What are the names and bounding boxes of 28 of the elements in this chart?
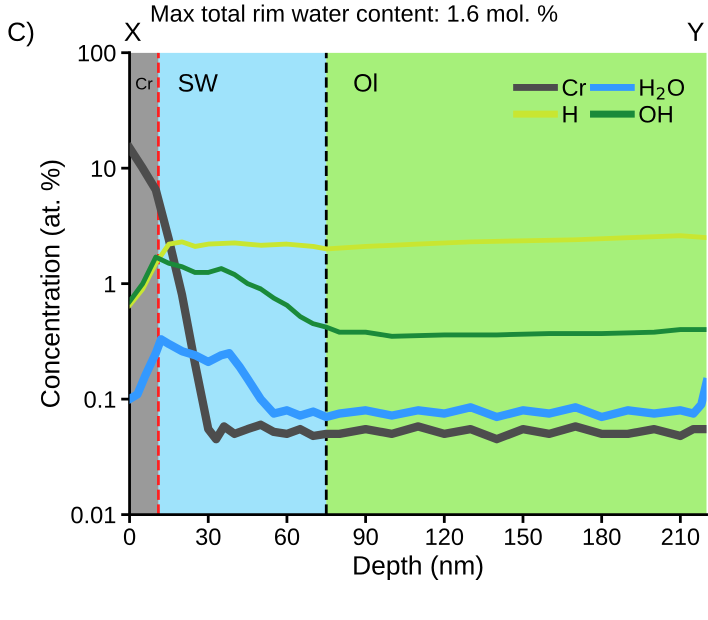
x-tick-label: 30 bbox=[196, 528, 220, 546]
x-tick-label: 120 bbox=[426, 528, 464, 546]
legend-label: OH bbox=[639, 106, 672, 123]
y-tick-label: 0.1 bbox=[84, 391, 116, 408]
band-label: SW bbox=[178, 74, 218, 92]
x-tick-label: 210 bbox=[662, 528, 700, 546]
x-tick-label: 60 bbox=[275, 528, 300, 546]
x-tick-label: 90 bbox=[354, 528, 378, 546]
text: C) bbox=[8, 22, 34, 46]
text: X bbox=[124, 22, 141, 41]
y-tick-label: 1 bbox=[105, 276, 116, 292]
text: Y bbox=[687, 22, 704, 41]
line-series bbox=[130, 254, 707, 339]
chart-title: Max total rim water content: 1.6 mol. % bbox=[152, 4, 558, 22]
y-axis-title: Concentration (at. %) bbox=[40, 160, 65, 407]
y-tick-label: 10 bbox=[92, 160, 116, 177]
legend-label: H$_{2}$O bbox=[640, 79, 684, 100]
legend-label: Cr bbox=[562, 79, 586, 96]
band-label: Cr bbox=[136, 78, 153, 90]
x-tick-label: 0 bbox=[124, 528, 136, 546]
x-tick-label: 150 bbox=[505, 528, 542, 546]
y-tick-label: 100 bbox=[78, 44, 116, 62]
line-series bbox=[130, 233, 707, 308]
band-label: Ol bbox=[354, 73, 376, 92]
x-axis-title: Depth (nm) bbox=[354, 555, 482, 580]
x-tick-label: 180 bbox=[584, 528, 620, 546]
legend-label: H bbox=[563, 106, 577, 122]
y-tick-label: 0.01 bbox=[71, 506, 116, 524]
